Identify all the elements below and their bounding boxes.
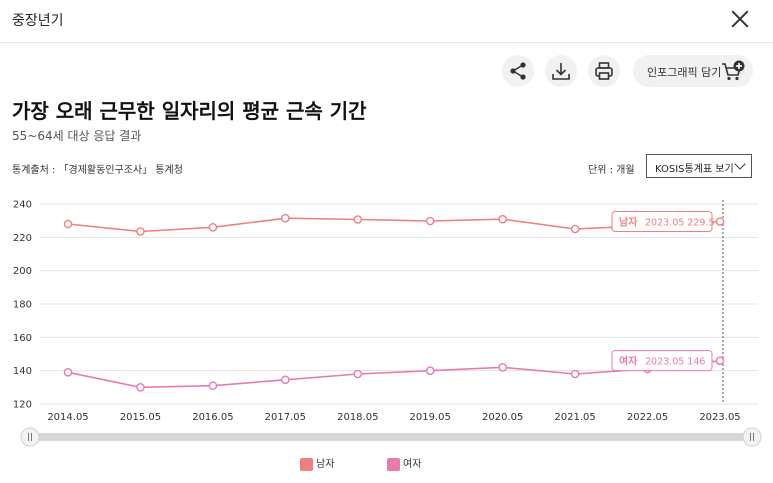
x-tick-label: 2021.05 xyxy=(554,412,595,423)
data-point xyxy=(281,375,290,385)
data-point xyxy=(715,356,725,365)
data-point xyxy=(425,216,435,226)
range-slider-handle-end[interactable] xyxy=(742,427,762,447)
y-tick-label: 180 xyxy=(13,300,32,311)
tooltip-series-label: 남자 xyxy=(619,216,638,229)
y-tick-label: 140 xyxy=(13,366,32,377)
chart-subtitle: 55~64세 대상 응답 결과 xyxy=(12,129,142,143)
data-point xyxy=(715,217,725,226)
legend-item-male[interactable]: 남자 xyxy=(300,455,334,471)
legend-swatch-female xyxy=(387,457,400,471)
close-icon[interactable] xyxy=(727,6,753,32)
data-point xyxy=(63,219,73,229)
data-point xyxy=(353,215,363,224)
tooltip-value: 2023.05 146 xyxy=(645,357,705,368)
data-point xyxy=(136,383,145,392)
unit-text: 단위 : 개월 xyxy=(588,165,635,176)
x-tick-label: 2014.05 xyxy=(47,412,88,423)
data-point xyxy=(498,214,507,224)
x-tick-label: 2020.05 xyxy=(482,412,523,423)
legend-swatch-male xyxy=(300,457,313,471)
kosis-table-select[interactable]: KOSIS통계표 보기 xyxy=(646,154,752,178)
x-tick-label: 2023.05 xyxy=(699,412,740,423)
chart-title: 가장 오래 근무한 일자리의 평균 근속 기간 xyxy=(12,99,367,123)
range-slider-handle-start[interactable] xyxy=(20,427,40,447)
download-icon xyxy=(552,63,570,80)
range-slider-track xyxy=(36,433,748,441)
add-infographic-label: 인포그래픽 담기 xyxy=(647,66,722,79)
data-point xyxy=(498,363,507,372)
download-button[interactable] xyxy=(545,55,577,87)
share-button[interactable] xyxy=(502,55,534,87)
tooltip-box xyxy=(611,211,713,232)
add-infographic-button[interactable]: 인포그래픽 담기 xyxy=(633,55,753,87)
data-tooltip-female: 여자 2023.05 146 xyxy=(611,350,713,372)
x-tick-label: 2018.05 xyxy=(337,412,378,423)
tooltip-value: 2023.05 229.5 xyxy=(645,218,715,229)
data-point xyxy=(208,381,218,390)
print-icon xyxy=(595,62,613,80)
share-icon xyxy=(510,62,526,80)
line-chart: 120 140 160 180 200 220 240 2014.05 2015.05 2016.… xyxy=(13,200,762,447)
legend-label-male: 남자 xyxy=(316,459,335,470)
legend-item-female[interactable]: 여자 xyxy=(387,455,421,471)
data-point xyxy=(63,368,73,377)
data-point xyxy=(353,369,363,379)
source-text: 통계출처 : 「경제활동인구조사」 통계청 xyxy=(12,165,183,176)
data-point xyxy=(425,366,435,375)
data-point xyxy=(570,224,580,234)
x-tick-label: 2015.05 xyxy=(120,412,161,423)
data-point xyxy=(281,213,290,223)
data-tooltip-male: 남자 2023.05 229.5 xyxy=(611,211,715,232)
x-tick-label: 2016.05 xyxy=(192,412,233,423)
y-tick-label: 160 xyxy=(13,333,32,344)
page-header-title: 중장년기 xyxy=(12,13,64,29)
chevron-down-icon xyxy=(734,158,746,170)
y-tick-label: 200 xyxy=(13,266,32,277)
data-point xyxy=(136,227,145,236)
series-line-female xyxy=(67,359,721,389)
data-point xyxy=(208,223,218,232)
x-tick-label: 2017.05 xyxy=(265,412,306,423)
data-point xyxy=(570,369,580,379)
x-tick-label: 2019.05 xyxy=(410,412,451,423)
y-tick-label: 240 xyxy=(13,200,32,211)
y-tick-label: 220 xyxy=(13,233,32,244)
legend-label-female: 여자 xyxy=(403,459,422,470)
top-bar: 중장년기 xyxy=(0,0,773,43)
x-tick-label: 2022.05 xyxy=(627,412,668,423)
tooltip-series-label: 여자 xyxy=(619,355,638,368)
tooltip-box xyxy=(611,350,713,372)
print-button[interactable] xyxy=(588,55,620,87)
kosis-table-label: KOSIS통계표 보기 xyxy=(655,164,734,175)
series-line-male xyxy=(67,217,721,233)
cart-plus-icon xyxy=(722,60,745,81)
y-tick-label: 120 xyxy=(13,400,32,411)
